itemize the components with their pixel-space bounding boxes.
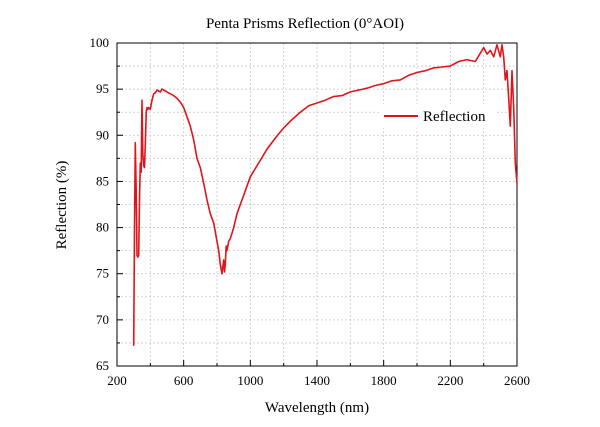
series-layer: [132, 43, 518, 346]
y-tick-label: 65: [96, 358, 109, 373]
chart-title: Penta Prisms Reflection (0°AOI): [206, 16, 404, 32]
y-axis-label: Reflection (%): [54, 161, 70, 250]
x-tick-label: 1400: [304, 373, 330, 388]
x-tick-label: 1000: [237, 373, 263, 388]
legend: Reflection: [381, 104, 495, 128]
x-axis-label: Wavelength (nm): [265, 400, 369, 416]
y-tick-label: 95: [96, 81, 109, 96]
ticks: [116, 42, 518, 367]
legend-label-reflection: Reflection: [423, 109, 486, 125]
x-tick-label: 1800: [371, 373, 397, 388]
x-tick-label: 2600: [504, 373, 530, 388]
x-tick-label: 600: [174, 373, 194, 388]
y-tick-label: 100: [90, 35, 110, 50]
y-axis-tick-labels: 65 70 75 80 85 90 95 100: [90, 35, 110, 373]
y-tick-label: 75: [96, 266, 109, 281]
grid: [117, 43, 517, 366]
y-tick-label: 80: [96, 220, 109, 235]
x-tick-label: 2200: [437, 373, 463, 388]
y-tick-label: 85: [96, 173, 109, 188]
y-tick-label: 70: [96, 312, 109, 327]
y-tick-label: 90: [96, 127, 109, 142]
x-axis-tick-labels: 200 600 1000 1400 1800 2200 2600: [107, 373, 530, 388]
x-tick-label: 200: [107, 373, 127, 388]
series-line-reflection: [132, 43, 518, 346]
